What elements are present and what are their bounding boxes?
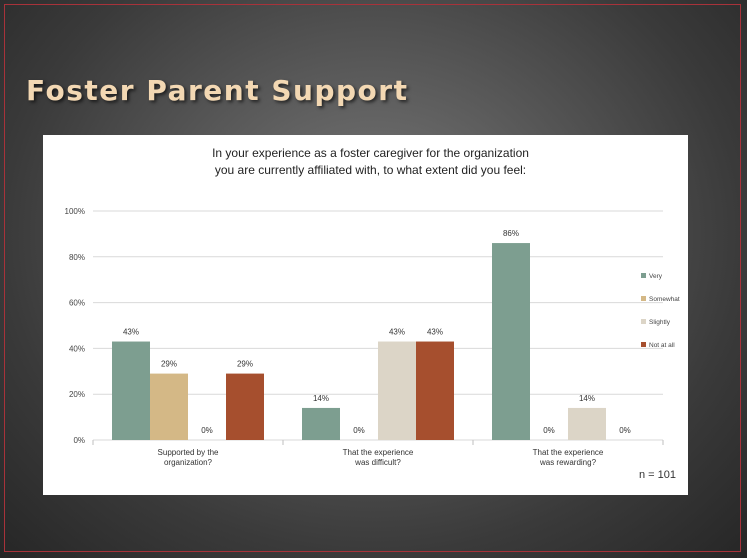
x-category-label: That the experience [533, 448, 604, 457]
legend-swatch [641, 296, 646, 301]
data-label: 43% [389, 328, 405, 337]
bar-somewhat-1 [150, 373, 188, 440]
legend-swatch [641, 319, 646, 324]
data-label: 86% [503, 229, 519, 238]
bar-chart: 0% 20% 40% 60% 80% 100% 43% 29% 0% 29% Supported b… [65, 207, 680, 467]
sample-size-note: n = 101 [639, 469, 677, 481]
data-label: 29% [161, 360, 177, 369]
x-category-label: organization? [164, 458, 213, 467]
slide-title: Foster Parent Support [26, 74, 409, 107]
y-tick-label: 20% [69, 390, 85, 399]
legend-label: Somewhat [649, 296, 680, 303]
x-category-label: That the experience [343, 448, 414, 457]
data-label: 43% [123, 328, 139, 337]
data-label: 43% [427, 328, 443, 337]
slide-frame [4, 4, 741, 552]
data-label: 0% [201, 426, 213, 435]
legend-label: Slightly [649, 319, 671, 326]
y-tick-label: 60% [69, 299, 85, 308]
data-label: 29% [237, 360, 253, 369]
legend-label: Very [649, 273, 663, 280]
bar-very-3 [492, 243, 530, 440]
data-label: 0% [543, 426, 555, 435]
bar-not-at-all-1 [226, 373, 264, 440]
data-label: 0% [619, 426, 631, 435]
chart-title-line-2: you are currently affiliated with, to wh… [214, 163, 527, 177]
bar-slightly-2 [378, 341, 416, 440]
y-tick-label: 0% [73, 436, 85, 445]
legend-swatch [641, 273, 646, 278]
bar-very-1 [112, 341, 150, 440]
data-label: 0% [353, 426, 365, 435]
chart-panel: 0% 20% 40% 60% 80% 100% 43% 29% 0% 29% Supported b… [43, 135, 688, 495]
x-category-label: Supported by the [158, 448, 219, 457]
bar-not-at-all-2 [416, 341, 454, 440]
data-label: 14% [313, 394, 329, 403]
data-label: 14% [579, 394, 595, 403]
x-category-label: was rewarding? [539, 458, 597, 467]
legend-label: Not at all [649, 342, 675, 349]
bar-very-2 [302, 407, 340, 440]
y-tick-label: 100% [65, 207, 85, 216]
y-tick-label: 80% [69, 253, 85, 262]
y-tick-label: 40% [69, 344, 85, 353]
bar-slightly-3 [568, 407, 606, 440]
legend-swatch [641, 342, 646, 347]
chart-title-line-1: In your experience as a foster caregiver… [212, 146, 529, 160]
chart-title: In your experience as a foster caregiver… [43, 145, 698, 179]
x-category-label: was difficult? [354, 458, 401, 467]
